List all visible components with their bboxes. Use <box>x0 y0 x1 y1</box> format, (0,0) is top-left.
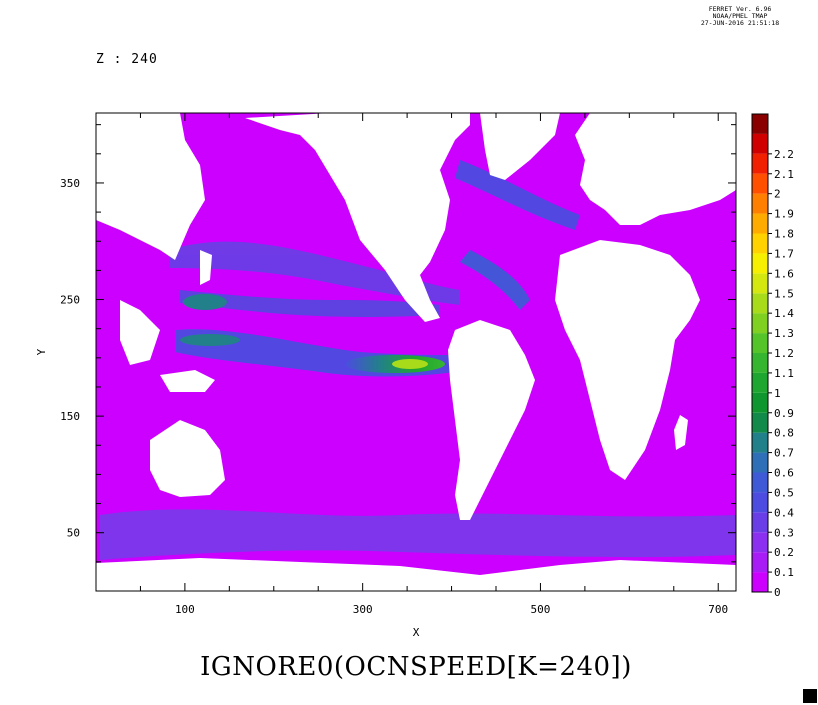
colorbar-label: 0.8 <box>774 427 794 440</box>
colorbar-label: 2.2 <box>774 148 794 161</box>
asia-west <box>96 113 205 260</box>
equatorial-current-core <box>392 359 428 369</box>
plot-title: IGNORE0(OCNSPEED[K=240]) <box>200 652 632 682</box>
current-bands <box>100 160 736 560</box>
colorbar-swatch <box>752 472 768 493</box>
kuroshio-current <box>183 294 227 310</box>
colorbar-swatch <box>752 392 768 413</box>
colorbar-label: 1.3 <box>774 327 794 340</box>
ferret-org: NOAA/PMEL TMAP <box>712 12 768 20</box>
x-tick-label: 300 <box>353 603 373 616</box>
colorbar-label: 0.7 <box>774 447 794 460</box>
north-america <box>245 113 470 322</box>
colorbar-swatch <box>752 233 768 254</box>
y-tick-label: 150 <box>60 410 80 423</box>
colorbar-swatch <box>752 492 768 513</box>
axis-tick-labels: 100 300 500 700 50 150 250 350 <box>60 177 728 616</box>
colorbar-label: 0.5 <box>774 486 794 499</box>
africa <box>555 240 700 480</box>
land-masses <box>96 113 736 591</box>
colorbar-swatch <box>752 412 768 433</box>
ferret-version: FERRET Ver. 6.96 <box>708 5 772 13</box>
pacific-countercurrent <box>180 334 240 346</box>
z-level-label: Z : 240 <box>96 52 158 67</box>
colorbar-label: 1.6 <box>774 267 794 280</box>
y-tick-label: 250 <box>60 294 80 307</box>
colorbar-label: 1.9 <box>774 208 794 221</box>
colorbar-swatch <box>752 372 768 393</box>
y-tick-label: 50 <box>67 527 80 540</box>
colorbar-swatch <box>752 273 768 294</box>
colorbar: 0 0.1 0.2 0.3 0.4 0.5 0.6 0.7 0.8 0.9 1 1.1 1.2 1.3 1.… <box>751 113 794 599</box>
colorbar-label: 1.1 <box>774 367 794 380</box>
eurasia <box>575 113 736 225</box>
x-tick-label: 100 <box>175 603 195 616</box>
ferret-header: FERRET Ver. 6.96 NOAA/PMEL TMAP 27-JUN-2… <box>690 6 790 27</box>
colorbar-swatch <box>752 293 768 314</box>
colorbar-swatch <box>752 353 768 373</box>
colorbar-label: 0.2 <box>774 546 794 559</box>
x-tick-label: 700 <box>708 603 728 616</box>
colorbar-swatch <box>752 552 768 573</box>
colorbar-label: 1.5 <box>774 287 794 300</box>
colorbar-label: 0.4 <box>774 506 794 519</box>
colorbar-swatch <box>752 173 768 194</box>
colorbar-swatch <box>752 193 768 214</box>
colorbar-label: 0.9 <box>774 407 794 420</box>
colorbar-swatch <box>752 114 768 134</box>
ferret-timestamp: 27-JUN-2016 21:51:18 <box>700 19 780 27</box>
colorbar-label: 0.3 <box>774 526 794 539</box>
colorbar-swatch <box>752 572 768 592</box>
colorbar-label: 0.6 <box>774 467 794 480</box>
axis-ticks <box>95 113 736 592</box>
colorbar-swatch <box>752 213 768 234</box>
colorbar-label: 1.2 <box>774 347 794 360</box>
colorbar-swatch <box>752 153 768 174</box>
australia <box>150 420 225 497</box>
indonesia <box>160 370 215 392</box>
x-tick-label: 500 <box>531 603 551 616</box>
colorbar-swatch <box>752 333 768 353</box>
colorbar-swatch <box>752 253 768 274</box>
colorbar-label: 2.1 <box>774 168 794 181</box>
colorbar-label: 1.4 <box>774 307 794 320</box>
colorbar-label: 1 <box>774 387 781 400</box>
corner-marker <box>803 689 817 703</box>
y-axis-label: Y <box>35 348 48 355</box>
southeast-asia <box>120 300 160 365</box>
madagascar <box>674 415 688 450</box>
colorbar-label: 2 <box>774 188 781 201</box>
antarctica <box>96 558 736 591</box>
colorbar-swatch <box>752 432 768 453</box>
japan <box>200 250 212 285</box>
y-tick-label: 350 <box>60 177 80 190</box>
colorbar-swatch <box>752 452 768 473</box>
colorbar-label: 0.1 <box>774 566 794 579</box>
colorbar-swatch <box>752 512 768 533</box>
colorbar-swatch <box>752 313 768 334</box>
plot-frame <box>95 112 737 592</box>
greenland <box>480 113 560 180</box>
colorbar-swatch <box>752 532 768 553</box>
colorbar-swatch <box>752 133 768 154</box>
colorbar-label: 1.8 <box>774 228 794 241</box>
colorbar-label: 0 <box>774 586 781 599</box>
colorbar-label: 1.7 <box>774 247 794 260</box>
south-america <box>448 320 535 520</box>
x-axis-label: X <box>413 626 420 639</box>
